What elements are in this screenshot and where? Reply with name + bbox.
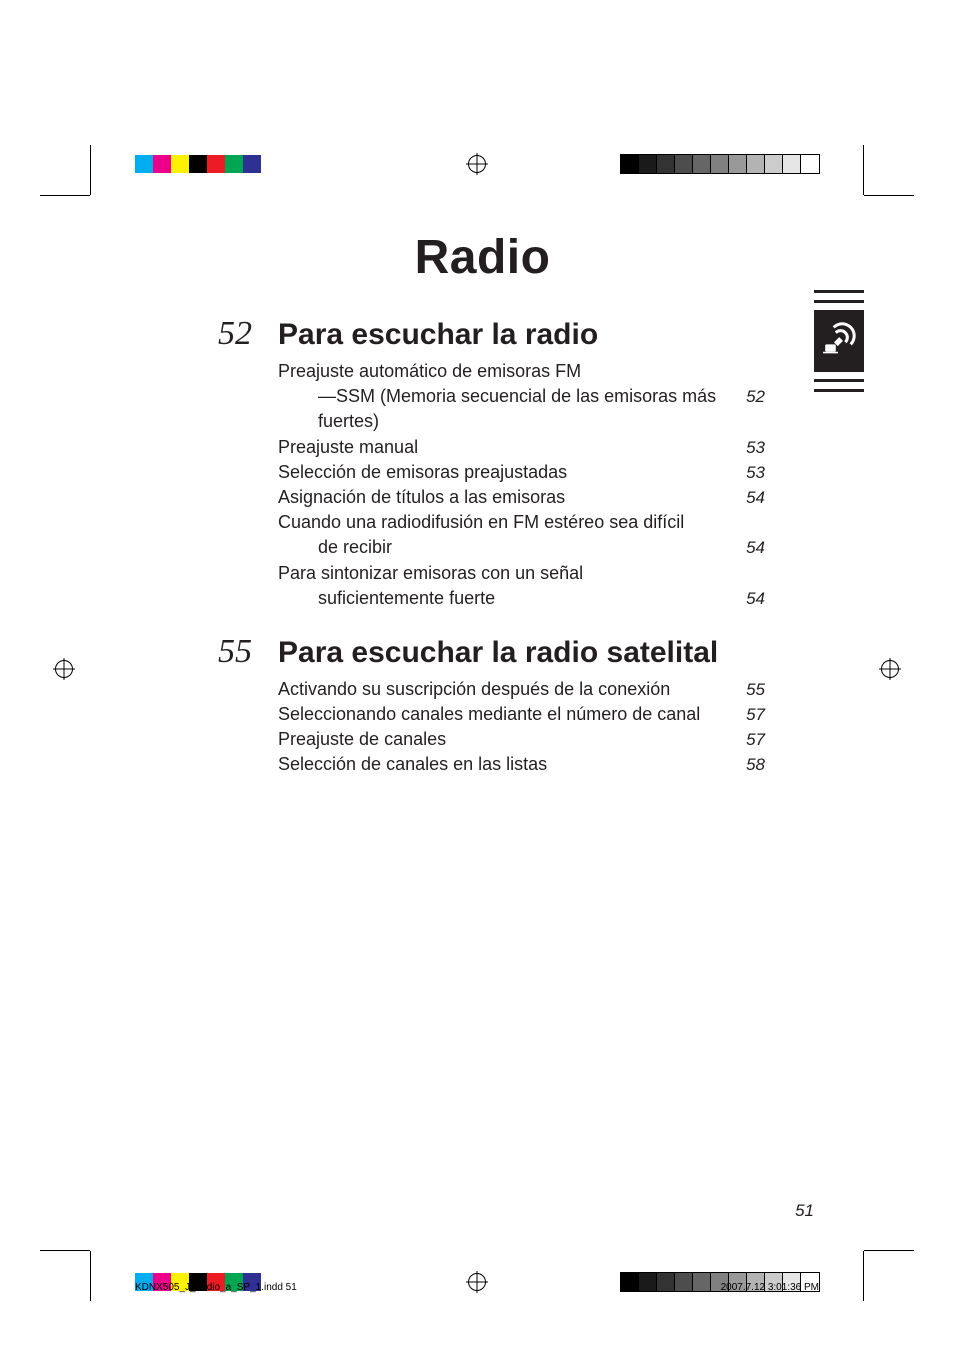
calibration-bar	[135, 155, 261, 173]
registration-mark-icon	[55, 660, 73, 678]
toc-entry-page: 57	[700, 703, 765, 727]
footer-filename: KDNX505_J_audio_a_SP_1.indd 51	[135, 1282, 297, 1293]
toc-entry-label: Para sintonizar emisoras con un señal	[278, 561, 583, 586]
section-title: Para escuchar la radio	[278, 318, 598, 352]
page-number: 51	[795, 1201, 814, 1221]
section-tab	[814, 290, 864, 392]
toc-entry-label: Preajuste automático de emisoras FM	[278, 359, 581, 384]
toc-entry-sublabel: de recibir	[278, 535, 392, 560]
toc-section: 52 Para escuchar la radio Preajuste automá…	[200, 315, 765, 611]
toc-entry-page: 55	[670, 678, 765, 702]
toc-entry-sublabel: suficientemente fuerte	[278, 586, 495, 611]
toc-entry-page: 54	[495, 587, 765, 611]
print-footer: KDNX505_J_audio_a_SP_1.indd 51 2007.7.12…	[135, 1282, 819, 1293]
toc-entry-page: 58	[547, 753, 765, 777]
section-title: Para escuchar la radio satelital	[278, 636, 718, 670]
crop-mark	[864, 1250, 914, 1251]
crop-mark	[864, 195, 914, 196]
crop-mark	[90, 145, 91, 195]
toc-entry-page: 53	[418, 436, 765, 460]
crop-mark	[863, 1251, 864, 1301]
toc-entry-page: 57	[446, 728, 765, 752]
crop-mark	[40, 1250, 90, 1251]
toc-entry-page: 53	[567, 461, 765, 485]
registration-mark-icon	[468, 155, 486, 173]
crop-mark	[40, 195, 90, 196]
crop-mark	[863, 145, 864, 195]
toc-entry-label: Selección de emisoras preajustadas	[278, 460, 567, 485]
toc-entry-label: Activando su suscripción después de la c…	[278, 677, 670, 702]
toc-entry-label: Selección de canales en las listas	[278, 752, 547, 777]
toc-entry-page: 54	[565, 486, 765, 510]
toc-entry-label: Seleccionando canales mediante el número…	[278, 702, 700, 727]
toc-entry-page: 52	[718, 385, 765, 409]
toc-entry-label: Preajuste de canales	[278, 727, 446, 752]
chapter-title: Radio	[200, 230, 765, 285]
registration-mark-icon	[881, 660, 899, 678]
calibration-bar	[621, 155, 819, 173]
section-page-number: 55	[200, 633, 252, 671]
toc-entry-label: Preajuste manual	[278, 435, 418, 460]
footer-timestamp: 2007.7.12 3:01:36 PM	[721, 1282, 819, 1293]
toc-section: 55 Para escuchar la radio satelital Activa…	[200, 633, 765, 778]
satellite-icon	[822, 322, 856, 361]
toc-entry-label: Asignación de títulos a las emisoras	[278, 485, 565, 510]
toc-entry-label: Cuando una radiodifusión en FM estéreo s…	[278, 510, 684, 535]
section-page-number: 52	[200, 315, 252, 353]
crop-mark	[90, 1251, 91, 1301]
toc-entry-sublabel: —SSM (Memoria secuencial de las emisoras…	[278, 384, 718, 434]
toc-entry-page: 54	[392, 536, 765, 560]
toc-content: Radio 52 Para escuchar la radio Preajuste …	[200, 230, 765, 800]
